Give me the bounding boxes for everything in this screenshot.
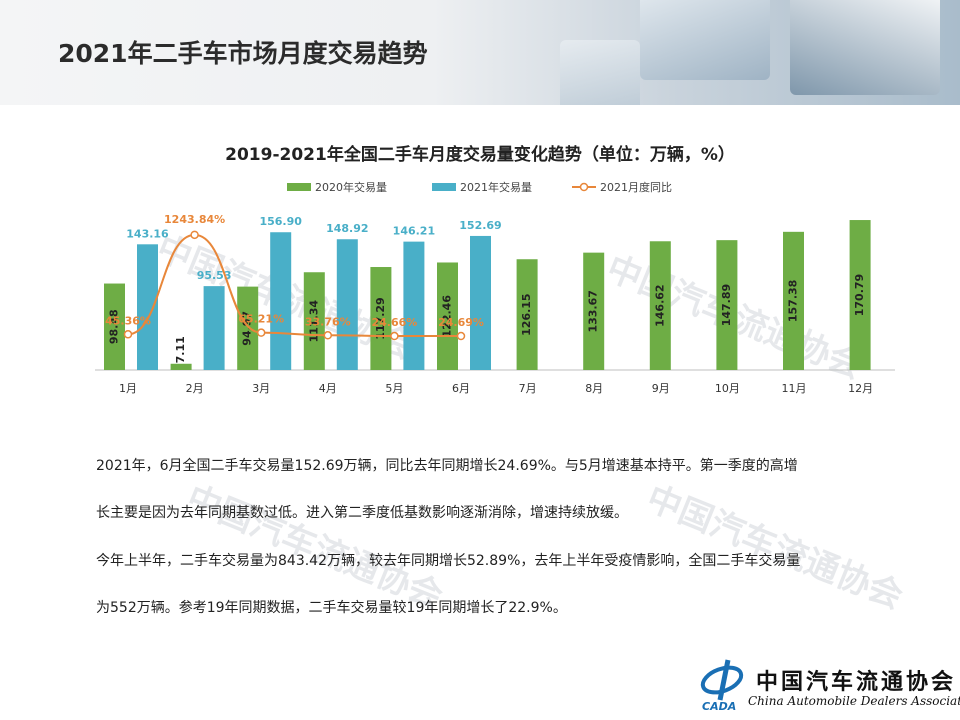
bar-2020-label: 133.67: [587, 290, 600, 332]
bar-2020-label: 146.62: [653, 284, 666, 326]
decorative-cube: [640, 0, 770, 80]
legend-label: 2020年交易量: [315, 180, 387, 194]
bar-2020: [716, 240, 738, 370]
decorative-cube: [560, 40, 640, 105]
yoy-label: 33.76%: [305, 315, 351, 328]
bar-2021-label: 146.21: [393, 225, 435, 238]
chart-title: 2019-2021年全国二手车月度交易量变化趋势（单位：万辆，%）: [225, 145, 735, 165]
bar-2021: [270, 232, 292, 370]
bar-2021: [470, 235, 491, 370]
yoy-label: 24.66%: [371, 316, 417, 329]
x-tick-label: 5月: [385, 382, 403, 395]
logo-chinese-name: 中国汽车流通协会: [756, 670, 957, 695]
bar-2021-label: 143.16: [126, 227, 169, 240]
bar-2020-label: 147.89: [720, 284, 733, 326]
cada-emblem-icon: CADA: [700, 659, 744, 712]
x-tick-label: 10月: [715, 382, 740, 395]
paragraph-line: 2021年，6月全国二手车交易量152.69万辆，同比去年同期增长24.69%。…: [96, 458, 798, 474]
bar-2020: [583, 252, 605, 370]
bar-2020: [849, 220, 871, 370]
decorative-cube: [790, 0, 940, 95]
bar-2020-label: 98.48: [108, 309, 121, 344]
page-title: 2021年二手车市场月度交易趋势: [58, 39, 428, 68]
bar-2020-label: 117.29: [374, 297, 387, 339]
yoy-point: [190, 230, 199, 240]
bar-2020: [437, 262, 458, 370]
x-tick-label: 1月: [119, 382, 137, 395]
legend-marker: [579, 182, 589, 192]
logo-english-name: China Automobile Dealers Association: [748, 694, 960, 708]
bar-2020-label: 7.11: [174, 336, 187, 363]
yoy-point: [390, 331, 399, 341]
bar-2021-label: 95.53: [197, 269, 232, 282]
bar-2021-label: 152.69: [459, 219, 501, 232]
paragraph-line: 今年上半年，二手车交易量为843.42万辆，较去年同期增长52.89%，去年上半…: [96, 553, 801, 569]
bar-2020: [303, 272, 325, 370]
yoy-point: [323, 331, 333, 340]
yoy-point: [456, 331, 466, 341]
legend-swatch: [287, 183, 311, 191]
x-tick-label: 4月: [319, 382, 337, 395]
bar-2020-label: 122.46: [441, 295, 454, 338]
legend-label: 2021月度同比: [600, 180, 672, 194]
bar-2021: [137, 244, 158, 370]
yoy-point: [256, 328, 266, 337]
logo-abbr: CADA: [702, 700, 736, 712]
bar-2020-label: 126.15: [520, 293, 533, 335]
paragraph-line: 长主要是因为去年同期基数过低。进入第二季度低基数影响逐渐消除，增速持续放缓。: [96, 505, 628, 521]
bar-2020-label: 94.97: [241, 311, 254, 346]
bar-2020: [516, 259, 538, 370]
yoy-label: 24.69%: [438, 316, 484, 329]
x-tick-label: 11月: [782, 382, 807, 395]
x-tick-label: 12月: [848, 382, 873, 395]
bar-2020: [370, 267, 392, 370]
bar-2021: [203, 286, 225, 370]
monthly-volume-chart: 2020年交易量 2021年交易量 2021月度同比 98.48 143.16 1月 7.1…: [95, 180, 895, 395]
bar-2020: [170, 363, 192, 370]
x-tick-label: 9月: [652, 382, 670, 395]
yoy-label: 1243.84%: [164, 213, 225, 226]
bar-2020-label: 111.34: [307, 300, 320, 343]
bar-2021-label: 148.92: [326, 222, 368, 235]
watermark: 中国汽车流通协会: [641, 478, 909, 618]
x-tick-label: 8月: [585, 382, 603, 395]
bar-2020: [104, 283, 125, 370]
yoy-point: [123, 330, 133, 339]
yoy-label: 45.36%: [105, 314, 151, 327]
bar-2020-label: 157.38: [787, 280, 800, 322]
x-tick-label: 3月: [252, 382, 270, 395]
paragraph-line: 为552万辆。参考19年同期数据，二手车交易量较19年同期增长了22.9%。: [96, 600, 567, 616]
bar-2021-label: 156.90: [259, 215, 302, 228]
bar-2020: [237, 286, 259, 370]
header-banner: [0, 0, 960, 105]
bar-2020: [783, 231, 804, 370]
bar-2021: [403, 241, 425, 370]
bar-2021: [336, 239, 358, 370]
legend-label: 2021年交易量: [460, 180, 532, 194]
legend-swatch: [432, 183, 456, 191]
x-tick-label: 6月: [452, 382, 470, 395]
watermark: 中国汽车流通协会: [181, 478, 449, 618]
yoy-label: 65.21%: [238, 313, 284, 326]
x-tick-label: 7月: [519, 382, 537, 395]
x-tick-label: 2月: [186, 382, 204, 395]
bar-2020: [649, 241, 671, 370]
cada-logo: CADA 中国汽车流通协会 China Automobile Dealers A…: [698, 656, 960, 716]
bar-2020-label: 170.79: [853, 274, 866, 316]
